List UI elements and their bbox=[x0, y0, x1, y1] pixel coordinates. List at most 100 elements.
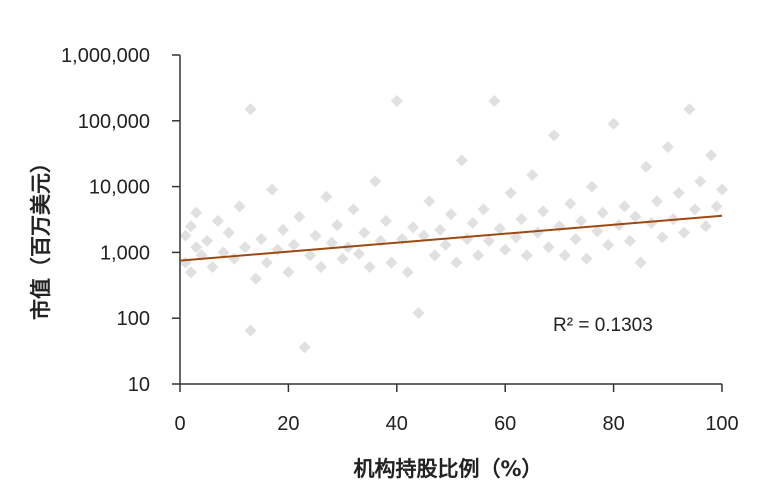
y-tick-label: 1,000 bbox=[100, 242, 150, 264]
data-point bbox=[634, 256, 647, 269]
data-point bbox=[466, 216, 479, 229]
data-point bbox=[645, 216, 658, 229]
data-point bbox=[239, 241, 252, 254]
data-point bbox=[244, 103, 257, 116]
data-point bbox=[179, 229, 192, 242]
axes: 10 100 1,000 10,000 100,000 1,000,000 0 20 40 60 8… bbox=[61, 45, 739, 435]
x-tick-label: 100 bbox=[705, 413, 738, 435]
data-point bbox=[520, 249, 533, 262]
data-point bbox=[623, 234, 636, 247]
data-point bbox=[304, 249, 317, 262]
y-tick-label: 100,000 bbox=[78, 111, 150, 133]
y-tick-label: 1,000,000 bbox=[61, 45, 150, 67]
data-point bbox=[602, 238, 615, 251]
x-tick-label: 20 bbox=[277, 413, 299, 435]
x-tick-label: 40 bbox=[386, 413, 408, 435]
data-point bbox=[336, 252, 349, 265]
data-point bbox=[276, 223, 289, 236]
data-point bbox=[585, 180, 598, 193]
data-point bbox=[249, 272, 262, 285]
x-tick-label: 0 bbox=[174, 413, 185, 435]
data-point bbox=[699, 220, 712, 233]
data-point bbox=[201, 234, 214, 247]
data-point bbox=[358, 226, 371, 239]
data-point bbox=[179, 256, 192, 269]
data-point bbox=[184, 266, 197, 279]
data-point bbox=[716, 183, 728, 196]
data-point bbox=[564, 197, 577, 210]
data-point bbox=[683, 103, 696, 116]
data-point bbox=[417, 229, 430, 242]
y-tick-label: 10,000 bbox=[89, 177, 150, 199]
data-point bbox=[504, 186, 517, 199]
data-point bbox=[331, 219, 344, 232]
data-point bbox=[515, 213, 528, 226]
x-tick-label: 80 bbox=[602, 413, 624, 435]
data-point bbox=[401, 266, 414, 279]
data-point bbox=[477, 203, 490, 216]
data-point bbox=[260, 256, 273, 269]
data-point bbox=[461, 232, 474, 245]
data-point bbox=[298, 341, 311, 354]
data-point bbox=[325, 236, 338, 249]
data-point bbox=[591, 225, 604, 238]
data-point bbox=[434, 223, 447, 236]
data-point bbox=[618, 200, 631, 213]
data-point bbox=[526, 169, 539, 182]
data-point bbox=[705, 149, 718, 162]
data-point bbox=[222, 226, 235, 239]
data-point bbox=[244, 324, 257, 337]
y-axis-title: 市值（百万美元） bbox=[29, 152, 53, 320]
x-tick-label: 60 bbox=[494, 413, 516, 435]
data-point bbox=[233, 200, 246, 213]
data-point bbox=[206, 260, 219, 273]
data-point bbox=[293, 210, 306, 223]
data-point bbox=[510, 231, 523, 244]
data-point bbox=[688, 203, 701, 216]
data-point bbox=[287, 238, 300, 251]
data-point bbox=[282, 266, 295, 279]
r-squared-label: R² = 0.1303 bbox=[553, 315, 653, 336]
data-point bbox=[640, 160, 653, 173]
data-point bbox=[575, 215, 588, 228]
data-point bbox=[352, 247, 365, 260]
data-point bbox=[455, 154, 468, 167]
data-point bbox=[407, 221, 420, 234]
trendline-path bbox=[179, 214, 723, 262]
trendline bbox=[179, 214, 723, 262]
scatter-points bbox=[179, 94, 728, 354]
data-point bbox=[607, 117, 620, 130]
data-point bbox=[482, 234, 495, 247]
data-point bbox=[656, 231, 669, 244]
data-point bbox=[320, 190, 333, 203]
data-point bbox=[650, 195, 663, 208]
data-point bbox=[629, 210, 642, 223]
data-point bbox=[309, 229, 322, 242]
data-point bbox=[190, 241, 203, 254]
data-point bbox=[379, 215, 392, 228]
data-point bbox=[228, 252, 241, 265]
data-point bbox=[472, 249, 485, 262]
data-point bbox=[217, 246, 230, 259]
data-point bbox=[423, 195, 436, 208]
data-point bbox=[255, 232, 268, 245]
data-point bbox=[580, 252, 593, 265]
data-point bbox=[493, 222, 506, 235]
x-axis-title: 机构持股比例（%） bbox=[353, 457, 542, 481]
data-point bbox=[445, 208, 457, 221]
data-point bbox=[661, 140, 674, 153]
data-point bbox=[190, 206, 203, 219]
data-point bbox=[347, 203, 360, 216]
data-point bbox=[672, 186, 685, 199]
data-point bbox=[569, 232, 582, 245]
data-point bbox=[542, 241, 555, 254]
data-point bbox=[184, 220, 197, 233]
data-point bbox=[412, 306, 425, 319]
y-tick-label: 100 bbox=[117, 308, 150, 330]
data-point bbox=[547, 129, 560, 142]
data-point bbox=[558, 249, 571, 262]
data-point bbox=[596, 206, 609, 219]
data-point bbox=[369, 175, 382, 188]
data-point bbox=[428, 249, 441, 262]
